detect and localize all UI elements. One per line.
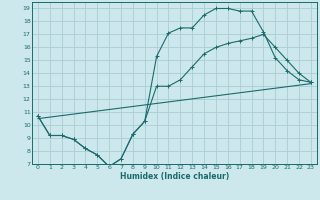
X-axis label: Humidex (Indice chaleur): Humidex (Indice chaleur) <box>120 172 229 181</box>
